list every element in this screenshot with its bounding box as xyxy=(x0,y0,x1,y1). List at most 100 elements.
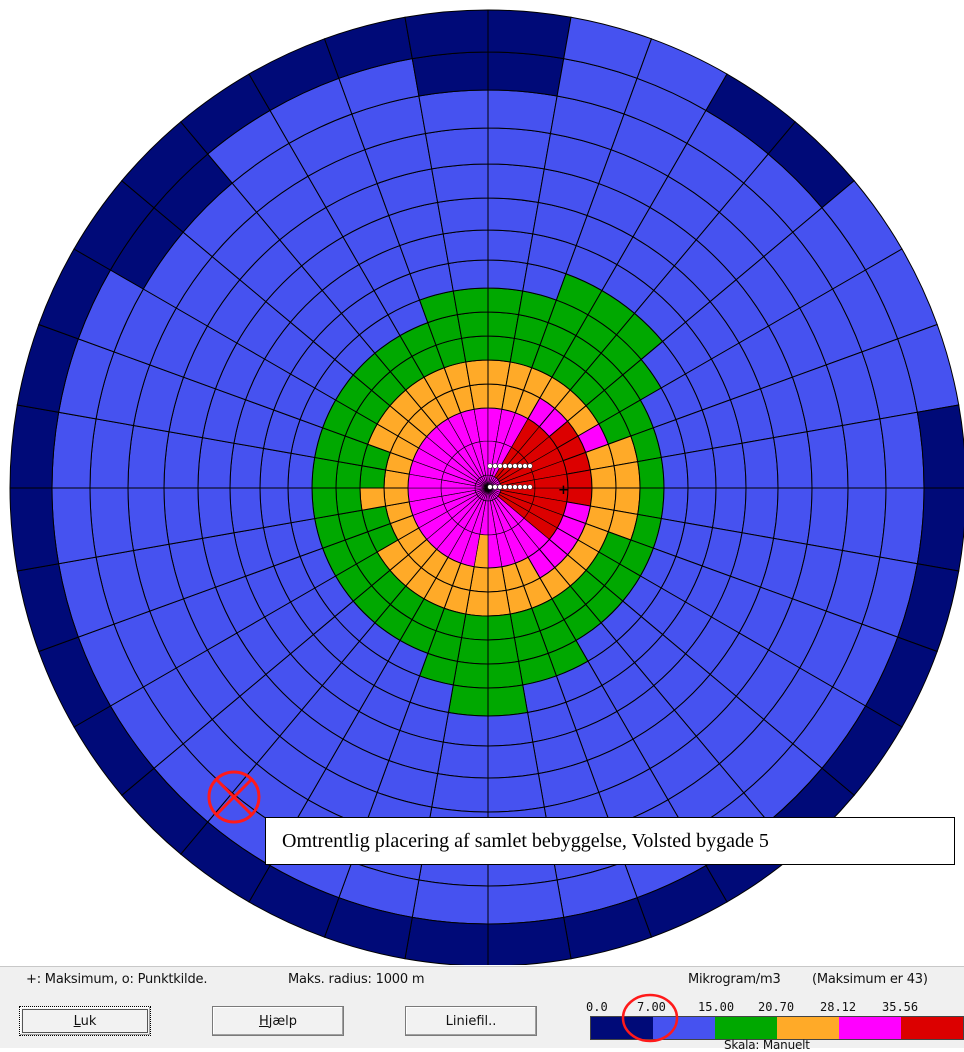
point-source-marker xyxy=(502,484,508,490)
legend-tick-3: 20.70 xyxy=(758,1000,795,1014)
grid-cell xyxy=(287,452,316,489)
legend-tick-2: 15.00 xyxy=(698,1000,735,1014)
grid-cell xyxy=(487,637,520,665)
legend-swatch-4 xyxy=(839,1017,901,1039)
point-source-marker xyxy=(492,484,498,490)
grid-cell xyxy=(487,660,524,689)
grid-cell xyxy=(411,879,489,925)
point-source-marker xyxy=(517,484,523,490)
maximum-plus-icon: + xyxy=(558,483,569,498)
grid-cell xyxy=(229,487,265,534)
grid-cell xyxy=(637,456,665,489)
grid-cell xyxy=(613,461,641,489)
linefile-button-label: Liniefil.. xyxy=(445,1013,497,1029)
point-source-marker xyxy=(527,484,533,490)
grid-cell xyxy=(127,487,170,552)
grid-cell xyxy=(335,487,363,515)
grid-cell xyxy=(51,411,97,489)
linefile-button[interactable]: Liniefil.. xyxy=(405,1006,537,1036)
annotation-label: Omtrentlig placering af samlet bebyggels… xyxy=(282,829,769,852)
grid-cell xyxy=(711,487,747,534)
close-button[interactable]: Luk xyxy=(19,1006,151,1036)
grid-cell xyxy=(487,684,529,717)
grid-cell xyxy=(487,916,572,967)
grid-cell xyxy=(487,287,524,316)
concentration-polar-plot: + xyxy=(9,9,964,967)
grid-cell xyxy=(487,741,539,779)
grid-cell xyxy=(487,229,534,265)
grid-cell xyxy=(637,487,665,520)
grid-cell xyxy=(487,711,534,747)
grid-cell xyxy=(487,613,515,641)
grid-cell xyxy=(311,487,339,520)
legend-swatch-3 xyxy=(777,1017,839,1039)
grid-cell xyxy=(916,404,964,489)
grid-cell xyxy=(229,442,265,489)
grid-cell xyxy=(447,259,489,292)
grid-cell xyxy=(259,447,292,489)
grid-cell xyxy=(259,487,292,529)
point-source-marker xyxy=(487,463,493,469)
legend-swatch-2 xyxy=(715,1017,777,1039)
grid-cell xyxy=(741,487,779,539)
circled-x-icon xyxy=(207,770,261,824)
grid-cell xyxy=(447,684,489,717)
grid-cell xyxy=(437,741,489,779)
grid-cell xyxy=(442,711,489,747)
legend-tick-5: 35.56 xyxy=(882,1000,919,1014)
grid-cell xyxy=(806,424,849,489)
grid-cell xyxy=(660,452,689,489)
grid-cell xyxy=(311,456,339,489)
grid-cell xyxy=(89,487,135,558)
grid-cell xyxy=(418,89,489,135)
grid-cell xyxy=(431,773,489,813)
point-source-marker xyxy=(507,463,513,469)
grid-cell xyxy=(9,404,60,489)
grid-cell xyxy=(487,197,539,235)
grid-cell xyxy=(404,916,489,967)
grid-cell xyxy=(487,127,552,170)
grid-cell xyxy=(773,487,813,545)
grid-cell xyxy=(684,447,717,489)
legend-symbols-text: +: Maksimum, o: Punktkilde. xyxy=(26,972,208,987)
grid-cell xyxy=(411,51,489,97)
grid-cell xyxy=(163,431,203,489)
grid-cell xyxy=(806,487,849,552)
grid-cell xyxy=(660,487,689,524)
help-button-label: Hjælp xyxy=(258,1013,298,1029)
legend-swatch-0 xyxy=(591,1017,653,1039)
grid-cell xyxy=(197,487,235,539)
grid-cell xyxy=(359,487,387,511)
point-source-marker xyxy=(522,484,528,490)
point-source-marker xyxy=(517,463,523,469)
help-button[interactable]: Hjælp xyxy=(212,1006,344,1036)
legend-tick-1: 7.00 xyxy=(637,1000,666,1014)
grid-cell xyxy=(51,487,97,565)
grid-cell xyxy=(773,431,813,489)
grid-cell xyxy=(711,442,747,489)
point-source-marker xyxy=(487,484,493,490)
grid-cell xyxy=(487,89,558,135)
grid-cell xyxy=(89,418,135,489)
point-source-marker xyxy=(502,463,508,469)
grid-cell xyxy=(487,879,565,925)
grid-cell xyxy=(404,9,489,60)
grid-cell xyxy=(424,127,489,170)
point-source-marker xyxy=(497,463,503,469)
grid-cell xyxy=(487,163,545,203)
point-source-marker xyxy=(512,463,518,469)
maximum-text: (Maksimum er 43) xyxy=(812,972,928,987)
highlight-ellipse-icon xyxy=(621,993,679,1043)
grid-cell xyxy=(127,424,170,489)
close-button-label: Luk xyxy=(73,1013,97,1029)
point-source-marker xyxy=(497,484,503,490)
grid-cell xyxy=(879,411,925,489)
grid-cell xyxy=(589,465,617,489)
legend-tick-0: 0.0 xyxy=(586,1000,608,1014)
grid-cell xyxy=(465,359,489,387)
point-source-marker xyxy=(507,484,513,490)
grid-cell xyxy=(452,660,489,689)
annotation-callout: Omtrentlig placering af samlet bebyggels… xyxy=(265,817,955,865)
grid-cell xyxy=(437,197,489,235)
grid-cell xyxy=(487,259,529,292)
